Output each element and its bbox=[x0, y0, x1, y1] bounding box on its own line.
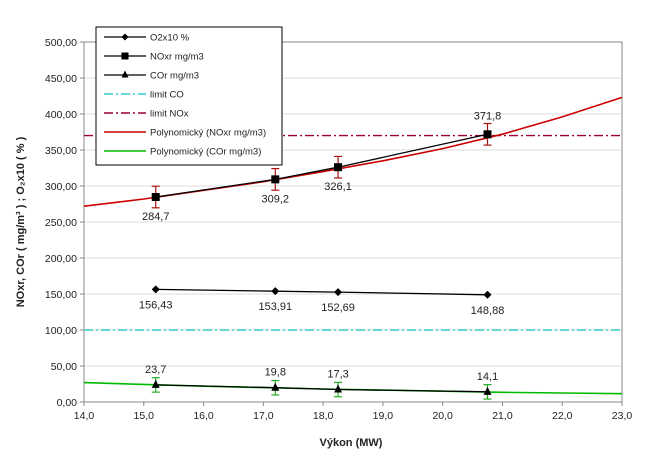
data-label: 284,7 bbox=[142, 211, 170, 223]
x-tick-label: 15,0 bbox=[134, 410, 155, 422]
data-point-marker bbox=[483, 130, 492, 139]
legend-marker bbox=[121, 52, 129, 60]
x-tick-label: 22,0 bbox=[552, 410, 573, 422]
legend-label: Polynomický (NOxr mg/m3) bbox=[150, 128, 266, 139]
legend-marker bbox=[121, 33, 129, 41]
data-label: 326,1 bbox=[324, 181, 352, 193]
data-point-marker bbox=[334, 384, 343, 393]
data-label: 148,88 bbox=[471, 305, 505, 317]
legend-label: limit CO bbox=[150, 90, 184, 101]
legend-label: COr mg/m3 bbox=[150, 71, 199, 82]
data-label: 14,1 bbox=[477, 371, 498, 383]
data-label: 156,43 bbox=[139, 299, 173, 311]
legend-items: O2x10 % NOxr mg/m3 COr mg/m3 limit CO limit … bbox=[104, 33, 266, 158]
data-label: 371,8 bbox=[474, 110, 502, 122]
data-point-marker bbox=[271, 382, 280, 391]
legend-label: limit NOx bbox=[150, 109, 189, 120]
series-line bbox=[155, 288, 488, 296]
y-tick-label: 100,00 bbox=[45, 325, 77, 337]
legend-box bbox=[95, 26, 283, 166]
trend-line bbox=[83, 381, 623, 395]
y-tick-label: 150,00 bbox=[45, 289, 77, 301]
legend-label: Polynomický (COr mg/m3) bbox=[150, 147, 261, 158]
y-tick-label: 250,00 bbox=[45, 217, 77, 229]
data-labels: 156,43 153,91 152,69 148,88 284,7 309,2 326,1 3… bbox=[139, 110, 504, 383]
data-label: 23,7 bbox=[145, 364, 166, 376]
y-axis-title: NOxr, COr ( mg/m³ ) ; O₂x10 ( % ) bbox=[15, 136, 27, 307]
x-tick-label: 20,0 bbox=[432, 410, 453, 422]
data-label: 153,91 bbox=[258, 301, 292, 313]
x-tick-label: 23,0 bbox=[612, 410, 633, 422]
y-tick-label: 400,00 bbox=[45, 109, 77, 121]
x-tick-label: 19,0 bbox=[373, 410, 394, 422]
legend: O2x10 % NOxr mg/m3 COr mg/m3 limit CO limit … bbox=[95, 26, 283, 166]
x-tick-label: 14,0 bbox=[74, 410, 95, 422]
y-tick-label: 500,00 bbox=[45, 37, 77, 49]
series-line bbox=[155, 133, 488, 198]
data-point-marker bbox=[483, 386, 492, 395]
x-tick-label: 17,0 bbox=[253, 410, 274, 422]
y-tick-label: 300,00 bbox=[45, 181, 77, 193]
x-tick-label: 18,0 bbox=[313, 410, 334, 422]
data-point-marker bbox=[483, 290, 492, 299]
legend-label: NOxr mg/m3 bbox=[150, 52, 204, 63]
data-point-marker bbox=[271, 175, 280, 184]
legend-marker bbox=[121, 70, 129, 78]
tick-labels: 0,00 50,00 100,00 150,00 200,00 250,00 300,00 3… bbox=[45, 37, 633, 422]
data-point-marker bbox=[151, 285, 160, 294]
y-tick-label: 200,00 bbox=[45, 253, 77, 265]
data-label: 17,3 bbox=[327, 369, 348, 381]
data-label: 309,2 bbox=[262, 193, 290, 205]
data-point-marker bbox=[334, 163, 343, 172]
data-point-marker bbox=[334, 288, 343, 297]
y-tick-label: 450,00 bbox=[45, 73, 77, 85]
y-tick-label: 50,00 bbox=[51, 361, 77, 373]
series-line bbox=[155, 384, 488, 393]
x-tick-label: 21,0 bbox=[492, 410, 513, 422]
legend-label: O2x10 % bbox=[150, 33, 190, 44]
y-tick-label: 350,00 bbox=[45, 145, 77, 157]
data-point-marker bbox=[271, 287, 280, 296]
x-axis-title: Výkon (MW) bbox=[320, 437, 383, 449]
data-label: 152,69 bbox=[321, 302, 355, 314]
data-label: 19,8 bbox=[265, 367, 286, 379]
data-point-marker bbox=[151, 379, 160, 388]
x-tick-label: 16,0 bbox=[193, 410, 214, 422]
data-point-marker bbox=[151, 193, 160, 202]
y-tick-label: 0,00 bbox=[57, 397, 78, 409]
